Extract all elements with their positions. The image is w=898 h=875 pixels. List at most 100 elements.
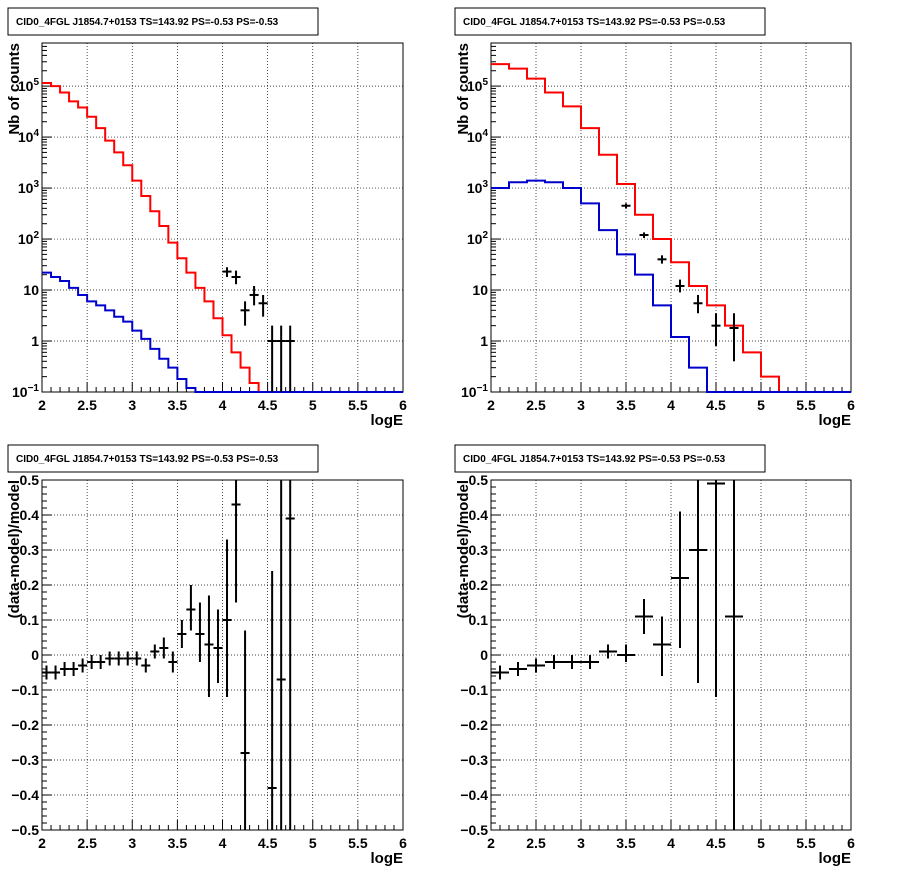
data-point <box>60 662 70 676</box>
data-point <box>563 655 581 669</box>
y-tick-label: 105 <box>18 77 40 94</box>
chart-panel-2: CID0_4FGL J1854.7+0153 TS=143.92 PS=-0.5… <box>454 7 855 429</box>
x-tick-label: 6 <box>847 835 855 851</box>
x-tick-label: 5.5 <box>348 397 368 413</box>
y-axis-label: (data-model)/model <box>455 480 472 618</box>
title-box <box>7 7 319 36</box>
x-tick-label: 4.5 <box>706 397 726 413</box>
data-point <box>87 655 97 669</box>
x-tick-label: 5.5 <box>796 397 816 413</box>
x-tick-label: 5.5 <box>796 835 816 851</box>
title-box <box>454 7 766 36</box>
y-tick-label: 0 <box>480 647 488 663</box>
x-axis-label: logE <box>371 850 404 867</box>
data-point <box>267 325 277 392</box>
data-point <box>707 480 725 697</box>
y-tick-label: −0.4 <box>460 787 488 803</box>
data-point <box>527 658 545 673</box>
x-tick-label: 6 <box>847 397 855 413</box>
x-tick-label: 6 <box>399 397 407 413</box>
x-tick-label: 3.5 <box>616 835 636 851</box>
y-tick-label: 105 <box>467 77 489 94</box>
data-point <box>639 232 649 238</box>
x-tick-label: 2 <box>487 835 495 851</box>
x-tick-label: 2 <box>487 397 495 413</box>
y-tick-label: 10 <box>23 282 39 298</box>
x-tick-label: 4 <box>219 397 227 413</box>
data-point <box>491 665 509 680</box>
y-tick-label: 0.4 <box>20 507 40 523</box>
series-2-histogram <box>42 271 403 393</box>
data-point <box>276 480 286 830</box>
x-tick-label: 4 <box>219 835 227 851</box>
x-tick-label: 5.5 <box>348 835 368 851</box>
data-point <box>276 325 286 392</box>
data-point <box>621 203 631 209</box>
data-point <box>711 313 721 346</box>
data-point <box>96 655 106 669</box>
data-point <box>159 637 169 659</box>
x-tick-label: 5 <box>309 835 317 851</box>
data-point <box>222 267 232 278</box>
x-tick-label: 3.5 <box>616 397 636 413</box>
x-tick-label: 2 <box>38 835 46 851</box>
data-point <box>177 620 187 648</box>
y-tick-label: −0.3 <box>460 752 488 768</box>
data-point <box>240 630 250 830</box>
data-point <box>599 644 617 659</box>
x-tick-label: 4 <box>667 397 675 413</box>
data-point <box>132 651 142 666</box>
y-tick-label: 0.3 <box>20 542 40 558</box>
chart-panel-1: CID0_4FGL J1854.7+0153 TS=143.92 PS=-0.5… <box>6 7 407 429</box>
chart-panel-3: CID0_4FGL J1854.7+0153 TS=143.92 PS=-0.5… <box>6 444 407 867</box>
y-tick-label: 10−1 <box>461 383 488 400</box>
data-point <box>267 571 277 830</box>
data-point <box>285 325 295 392</box>
y-axis-label: (data-model)/model <box>6 480 23 618</box>
x-tick-label: 3.5 <box>168 835 188 851</box>
x-tick-label: 5 <box>757 397 765 413</box>
data-point <box>213 609 223 683</box>
data-point <box>51 665 61 680</box>
data-point <box>222 539 232 697</box>
x-tick-label: 2.5 <box>77 835 97 851</box>
x-tick-label: 5 <box>309 397 317 413</box>
data-point <box>657 255 667 264</box>
x-axis-label: logE <box>371 412 404 429</box>
y-tick-label: 0.4 <box>469 507 489 523</box>
y-tick-label: 102 <box>18 230 40 247</box>
title-box <box>454 444 766 473</box>
x-tick-label: 3 <box>577 835 585 851</box>
data-point <box>249 285 259 306</box>
y-tick-label: −0.4 <box>11 787 39 803</box>
y-tick-label: 0.5 <box>20 472 40 488</box>
y-tick-label: −0.2 <box>460 717 488 733</box>
data-point <box>123 651 133 666</box>
data-point <box>150 644 160 659</box>
x-tick-label: 2.5 <box>526 835 546 851</box>
data-point <box>545 655 563 669</box>
data-point <box>725 480 743 830</box>
x-tick-label: 2.5 <box>526 397 546 413</box>
y-tick-label: −0.1 <box>11 682 39 698</box>
series-1-histogram <box>491 63 851 393</box>
x-tick-label: 2.5 <box>77 397 97 413</box>
data-point <box>105 651 115 666</box>
x-tick-label: 3.5 <box>168 397 188 413</box>
data-point <box>141 658 151 673</box>
y-tick-label: 0.3 <box>469 542 489 558</box>
y-tick-label: 10−1 <box>12 383 39 400</box>
y-tick-label: 1 <box>480 333 488 349</box>
y-axis-label: Nb of counts <box>455 43 472 135</box>
data-point <box>258 294 268 317</box>
y-tick-label: 104 <box>467 128 489 145</box>
data-point <box>729 313 739 362</box>
x-tick-label: 4.5 <box>258 835 278 851</box>
chart-panel-4: CID0_4FGL J1854.7+0153 TS=143.92 PS=-0.5… <box>454 444 855 867</box>
x-tick-label: 4.5 <box>706 835 726 851</box>
data-point <box>240 301 250 326</box>
data-point <box>581 655 599 669</box>
data-point <box>285 480 295 830</box>
data-point <box>635 599 653 634</box>
y-tick-label: 0.5 <box>469 472 489 488</box>
